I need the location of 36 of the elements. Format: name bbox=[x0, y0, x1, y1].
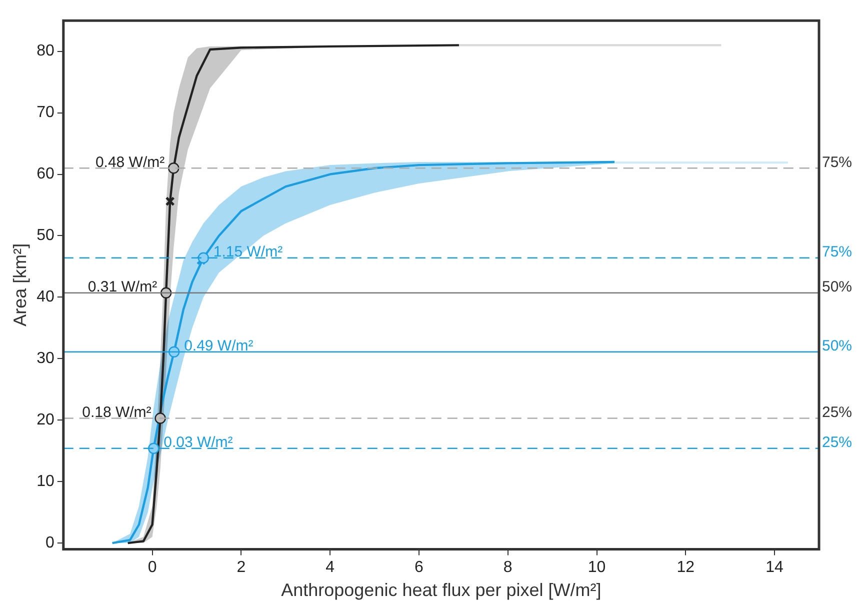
x-tick-label: 0 bbox=[148, 559, 157, 576]
y-axis-title: Area [km²] bbox=[10, 243, 30, 326]
point bbox=[196, 256, 206, 266]
x-axis-title: Anthropogenic heat flux per pixel [W/m²] bbox=[281, 580, 602, 600]
point bbox=[198, 252, 210, 264]
annotation: 25% bbox=[822, 404, 852, 421]
annotation: 1.15 W/m² bbox=[213, 243, 283, 260]
y-tick-label: 30 bbox=[36, 350, 54, 368]
y-tick-label: 20 bbox=[36, 412, 54, 429]
y-tick-label: 60 bbox=[36, 166, 54, 183]
x-tick-label: 12 bbox=[676, 559, 695, 576]
point bbox=[168, 162, 180, 174]
annotation: 25% bbox=[822, 434, 852, 452]
annotation: 0.49 W/m² bbox=[184, 338, 254, 355]
annotation: 50% bbox=[822, 278, 852, 296]
point bbox=[148, 442, 160, 454]
x-tick-label: 14 bbox=[766, 559, 784, 576]
y-tick-label: 40 bbox=[36, 288, 54, 306]
y-tick-label: 50 bbox=[36, 227, 54, 244]
annotation: 0.31 W/m² bbox=[88, 278, 158, 296]
annotation: 75% bbox=[822, 154, 852, 171]
annotation: 0.18 W/m² bbox=[82, 404, 152, 421]
y-tick-label: 10 bbox=[36, 472, 54, 490]
x-tick-label: 6 bbox=[414, 559, 424, 576]
y-tick-label: 70 bbox=[36, 104, 54, 122]
x-tick-label: 10 bbox=[588, 559, 606, 576]
annotation: 50% bbox=[822, 338, 852, 355]
y-tick-label: 80 bbox=[36, 42, 54, 60]
x-tick-label: 2 bbox=[236, 559, 246, 576]
x-tick-label: 8 bbox=[503, 559, 512, 576]
point bbox=[165, 196, 175, 206]
annotation: 0.48 W/m² bbox=[95, 154, 165, 171]
y-tick-label: 0 bbox=[45, 534, 54, 552]
x-tick-label: 4 bbox=[326, 559, 335, 576]
annotation: 0.03 W/m² bbox=[164, 434, 233, 452]
annotation: 75% bbox=[822, 243, 852, 260]
